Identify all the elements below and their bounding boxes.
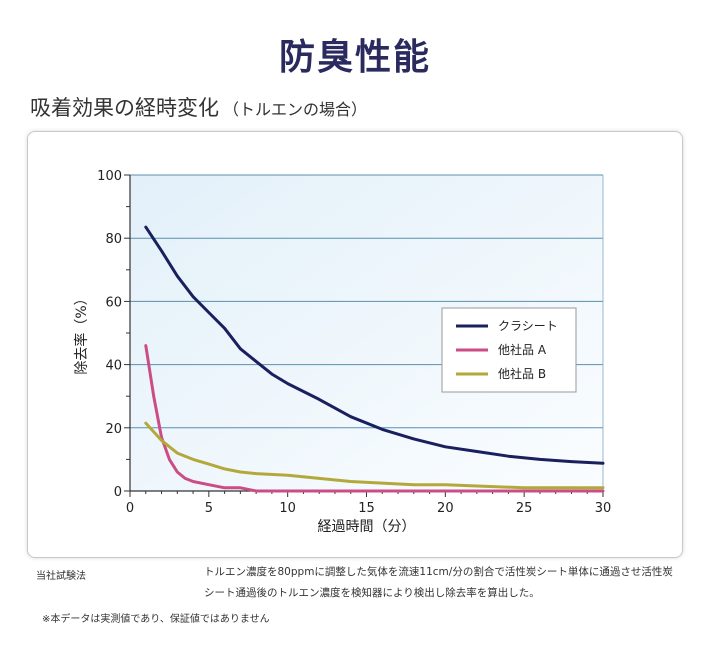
y-tick-label: 40: [105, 359, 122, 374]
legend-label-1: クラシート: [498, 319, 558, 333]
y-tick-label: 20: [105, 422, 122, 437]
method-label: 当社試験法: [36, 571, 86, 582]
x-axis-label: 経過時間（分）: [318, 519, 416, 535]
subtitle-paren: （トルエンの場合）: [223, 100, 368, 119]
x-tick-label: 10: [279, 501, 296, 516]
y-tick-label: 100: [97, 169, 122, 184]
y-tick-label: 80: [105, 232, 122, 247]
x-tick-label: 25: [516, 501, 533, 516]
disclaimer: ※本データは実測値であり、保証値ではありません: [42, 614, 270, 625]
x-tick-label: 5: [205, 501, 213, 516]
legend-label-2: 他社品 A: [498, 342, 547, 357]
series-line-1: [144, 225, 605, 465]
tick-labels: 0 20 40 60 80 100 0 5 10 15 20 25 30: [97, 169, 611, 516]
page-title: 防臭性能: [278, 37, 431, 78]
y-tick-label: 0: [114, 485, 122, 500]
x-tick-label: 30: [595, 501, 612, 516]
chart-subtitle: 吸着効果の経時変化 （トルエンの場合）: [30, 92, 367, 122]
legend-label-3: 他社品 B: [498, 366, 546, 381]
subtitle-main: 吸着効果の経時変化: [30, 96, 219, 120]
series-line-2: [144, 344, 605, 493]
series-lines: [144, 225, 605, 493]
x-tick-label: 20: [437, 501, 454, 516]
y-axis-label: 除去率（%）: [73, 291, 90, 374]
y-tick-label: 60: [105, 295, 122, 310]
method-description: トルエン濃度を80ppmに調整した気体を流速11cm/分の割合で活性炭シート単体…: [204, 566, 673, 599]
x-tick-label: 0: [126, 501, 134, 516]
series-line-3: [144, 421, 605, 490]
x-tick-label: 15: [358, 501, 375, 516]
